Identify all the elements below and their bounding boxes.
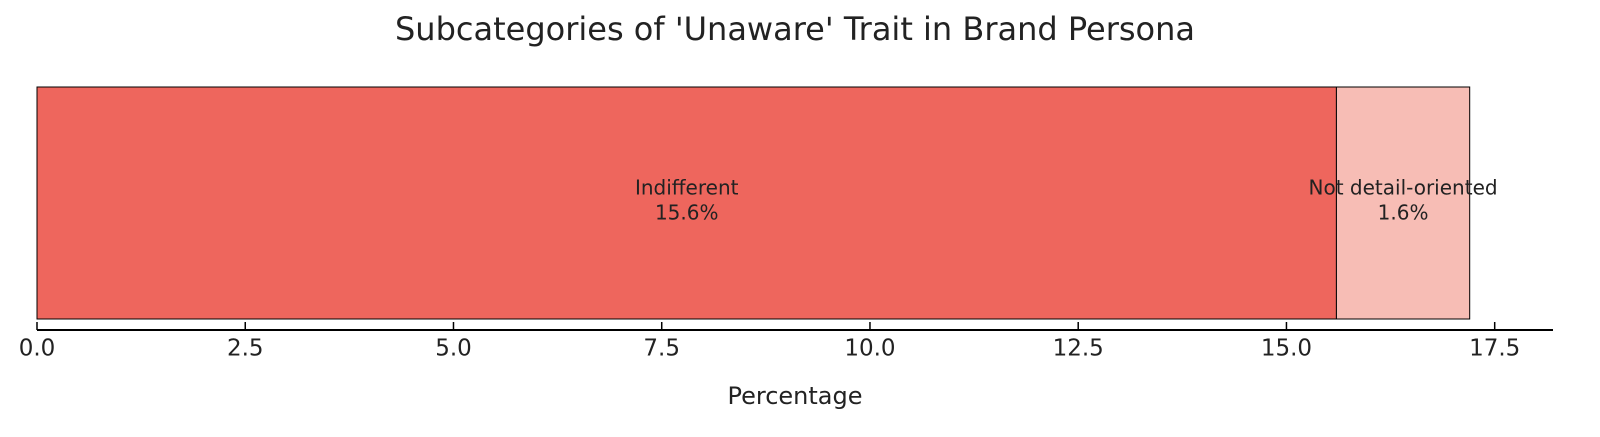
segment-value-label: 1.6% [1378,201,1429,225]
segment-label: Indifferent [635,176,739,200]
segment-label: Not detail-oriented [1309,176,1498,200]
bar-segment [1335,86,1471,320]
x-tick-label: 5.0 [435,336,472,362]
x-tick-label: 15.0 [1261,336,1312,362]
x-tick-label: 7.5 [643,336,680,362]
segment-value-label: 15.6% [655,201,719,225]
x-axis-label: Percentage [727,382,862,410]
x-tick-label: 0.0 [19,336,56,362]
x-tick-label: 10.0 [844,336,895,362]
chart-title: Subcategories of 'Unaware' Trait in Bran… [395,10,1195,48]
x-tick-label: 17.5 [1469,336,1520,362]
x-tick-label: 12.5 [1053,336,1104,362]
x-tick-label: 2.5 [227,336,264,362]
